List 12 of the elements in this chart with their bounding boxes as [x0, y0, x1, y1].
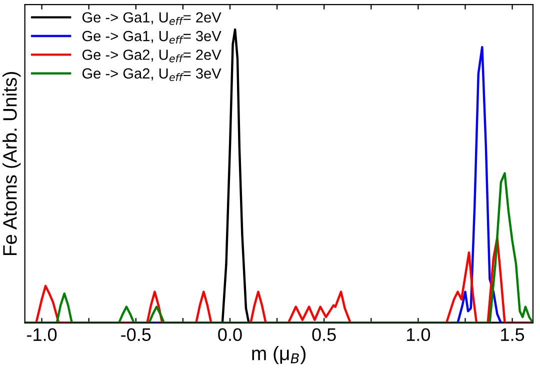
legend-label: Ge -> Ga2, U$_{eff}$= 2eV [82, 50, 222, 62]
legend-label: Ge -> Ga1, U$_{eff}$= 3eV [82, 30, 222, 44]
x-tick-label: -1.0 [27, 328, 57, 342]
x-axis-title: m (μ$_{B}$) [252, 346, 306, 364]
x-tick-label: 1.0 [407, 328, 430, 342]
legend-label: Ge -> Ga2, U$_{eff}$= 3eV [82, 68, 222, 82]
x-tick-label: 1.5 [501, 328, 524, 342]
x-tick-label: 0.5 [312, 328, 336, 342]
x-tick-label: -0.5 [121, 328, 151, 342]
y-axis-title: Fe Atoms (Arb. Units) [2, 72, 21, 256]
x-tick-label: 0.0 [218, 328, 242, 342]
legend-label: Ge -> Ga1, U$_{eff}$= 2eV [82, 12, 222, 25]
